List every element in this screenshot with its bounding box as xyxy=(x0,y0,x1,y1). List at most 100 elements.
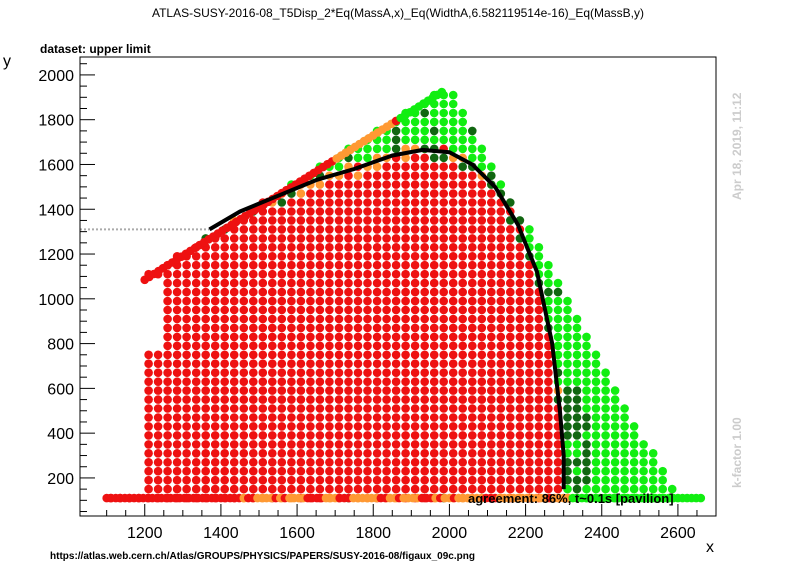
scatter-point xyxy=(258,404,268,413)
scatter-point xyxy=(249,484,258,494)
scatter-point xyxy=(544,413,553,422)
scatter-point xyxy=(582,475,591,485)
scatter-point xyxy=(563,377,572,387)
scatter-point xyxy=(477,368,487,378)
scatter-point xyxy=(658,484,667,494)
scatter-point xyxy=(429,431,439,440)
scatter-point xyxy=(172,341,182,351)
scatter-point xyxy=(468,404,477,413)
scatter-point xyxy=(420,180,430,189)
scatter-point xyxy=(525,484,534,494)
scatter-point xyxy=(296,359,306,369)
scatter-point xyxy=(382,458,391,467)
scatter-point xyxy=(439,440,449,449)
scatter-point xyxy=(344,305,353,315)
scatter-point xyxy=(287,323,296,333)
scatter-point xyxy=(315,234,325,243)
scatter-point xyxy=(182,323,191,333)
scatter-point xyxy=(401,243,410,252)
agreement-label: agreement: 86%, t~0.1s [pavilion] xyxy=(468,491,674,506)
scatter-point xyxy=(410,135,420,145)
scatter-point xyxy=(210,260,220,270)
scatter-point xyxy=(591,449,601,458)
scatter-point xyxy=(487,368,496,378)
scatter-point xyxy=(372,404,382,413)
scatter-point xyxy=(429,440,439,449)
scatter-point xyxy=(401,475,410,485)
scatter-point xyxy=(496,466,506,476)
scatter-point xyxy=(429,117,439,127)
scatter-point xyxy=(401,386,410,395)
scatter-point xyxy=(401,368,410,378)
scatter-point xyxy=(315,180,325,189)
scatter-point xyxy=(249,368,258,378)
scatter-point xyxy=(420,108,430,118)
scatter-point xyxy=(325,377,334,387)
scatter-point xyxy=(353,386,363,395)
scatter-point xyxy=(144,431,153,440)
scatter-point xyxy=(210,314,220,324)
scatter-point xyxy=(268,305,277,315)
scatter-point xyxy=(277,368,287,378)
scatter-point xyxy=(410,323,420,333)
scatter-point xyxy=(506,431,515,440)
scatter-point xyxy=(544,475,553,485)
scatter-point xyxy=(382,234,391,243)
scatter-point xyxy=(220,269,229,279)
scatter-point xyxy=(487,475,496,485)
scatter-point xyxy=(525,314,534,324)
scatter-point xyxy=(496,350,506,360)
scatter-point xyxy=(448,314,458,324)
scatter-point xyxy=(144,350,153,360)
scatter-point xyxy=(296,296,306,306)
scatter-point xyxy=(191,422,201,431)
scatter-point xyxy=(468,126,477,136)
scatter-point xyxy=(239,260,249,270)
scatter-point xyxy=(534,458,544,467)
scatter-point xyxy=(353,278,363,288)
scatter-point xyxy=(277,305,287,315)
scatter-point xyxy=(468,466,477,476)
scatter-point xyxy=(287,296,296,306)
scatter-point xyxy=(220,323,229,333)
x-tick-label: 2400 xyxy=(584,525,620,542)
scatter-point xyxy=(591,413,601,422)
scatter-point xyxy=(515,377,525,387)
scatter-point xyxy=(210,484,220,494)
scatter-point xyxy=(182,431,191,440)
scatter-point xyxy=(163,269,172,279)
scatter-point xyxy=(382,341,391,351)
scatter-point xyxy=(458,350,468,360)
scatter-point xyxy=(353,458,363,467)
scatter-point xyxy=(401,431,410,440)
scatter-point xyxy=(420,269,430,279)
scatter-point xyxy=(258,440,268,449)
scatter-point xyxy=(448,377,458,387)
scatter-point xyxy=(563,314,572,324)
scatter-point xyxy=(306,251,315,261)
scatter-point xyxy=(229,422,239,431)
y-tick-label: 1200 xyxy=(38,247,74,264)
scatter-point xyxy=(249,359,258,369)
scatter-point xyxy=(496,386,506,395)
scatter-point xyxy=(201,395,210,404)
scatter-point xyxy=(448,207,458,216)
scatter-point xyxy=(220,484,229,494)
scatter-point xyxy=(477,305,487,315)
scatter-point xyxy=(429,198,439,207)
scatter-point xyxy=(439,153,449,163)
scatter-point xyxy=(515,269,525,279)
scatter-point xyxy=(439,386,449,395)
scatter-point xyxy=(334,475,344,485)
scatter-point xyxy=(487,314,496,324)
scatter-point xyxy=(420,359,430,369)
scatter-point xyxy=(210,395,220,404)
scatter-point xyxy=(468,395,477,404)
scatter-point xyxy=(410,350,420,360)
scatter-point xyxy=(182,440,191,449)
scatter-point xyxy=(258,359,268,369)
scatter-point xyxy=(506,332,515,342)
scatter-point xyxy=(163,305,172,315)
scatter-point xyxy=(201,305,210,315)
scatter-point xyxy=(372,359,382,369)
